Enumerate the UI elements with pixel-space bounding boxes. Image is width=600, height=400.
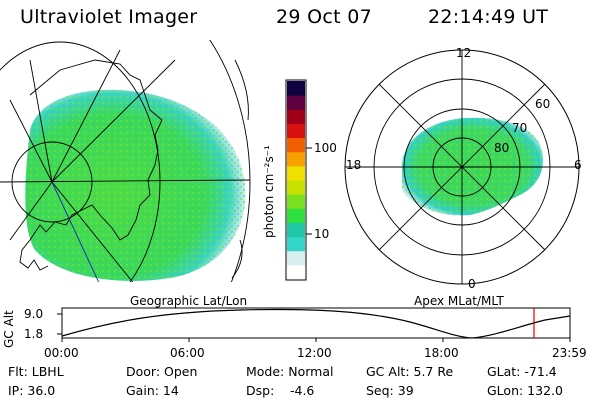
alt-xtick-1: 06:00 (170, 346, 205, 360)
colorbar-tick-10: 10 (314, 227, 330, 241)
colorbar-cell (287, 180, 305, 195)
colorbar-cell (287, 236, 305, 252)
instrument-title: Ultraviolet Imager (20, 6, 198, 28)
info-door: Door: Open (126, 364, 198, 379)
alt-ytick-1.8: 1.8 (24, 327, 44, 341)
mlat-label-80: 80 (494, 141, 510, 155)
polar-map (344, 49, 580, 285)
mlt-label-6: 6 (574, 158, 582, 172)
alt-ylabel: GC Alt (2, 310, 16, 348)
altitude-curve (61, 308, 571, 339)
colorbar-cell (287, 81, 305, 96)
coastline (19, 59, 163, 271)
colorbar-cell (287, 123, 305, 139)
colorbar-cell (287, 95, 305, 110)
colorbar-cell (287, 250, 305, 266)
mlt-label-12: 12 (456, 46, 472, 60)
colorbar-cell (287, 208, 305, 223)
time-label: 22:14:49 UT (428, 6, 549, 28)
alt-xtick-0: 00:00 (44, 346, 79, 360)
alt-xtick-2: 12:00 (297, 346, 332, 360)
info-glon: GLon: 132.0 (487, 383, 563, 398)
geo-panel-label: Geographic Lat/Lon (130, 294, 248, 308)
info-seq: Seq: 39 (366, 383, 414, 398)
colorbar-cell (287, 109, 305, 124)
info-gain: Gain: 14 (126, 383, 179, 398)
colorbar-cell (287, 194, 305, 209)
info-glat: GLat: -71.4 (487, 364, 557, 379)
polar-panel-label: Apex MLat/MLT (414, 294, 504, 308)
colorbar-cell (287, 264, 305, 280)
colorbar-tick-100: 100 (314, 141, 337, 155)
alt-xtick-4: 23:59 (552, 346, 587, 360)
info-ip: IP: 36.0 (8, 383, 56, 398)
colorbar-cell (287, 137, 305, 153)
colorbar-cell (287, 151, 305, 167)
colorbar-cell (287, 222, 305, 238)
altitude-plot (57, 307, 571, 342)
info-dsp-value: -4.6 (290, 383, 315, 398)
mlat-label-60: 60 (535, 97, 551, 111)
info-flt: Flt: LBHL (8, 364, 64, 379)
info-dsp-label: Dsp: (246, 383, 275, 398)
colorbar-cell (287, 165, 305, 181)
alt-ytick-9: 9.0 (24, 307, 44, 321)
colorbar-label: photon cm⁻²s⁻¹ (262, 145, 276, 238)
mlat-label-70: 70 (512, 121, 528, 135)
info-mode: Mode: Normal (246, 364, 334, 379)
alt-xtick-3: 18:00 (424, 346, 459, 360)
mlt-label-18: 18 (346, 158, 362, 172)
mlt-label-0: 0 (468, 277, 476, 291)
geographic-map (0, 40, 251, 282)
date-label: 29 Oct 07 (276, 6, 372, 28)
info-gcalt: GC Alt: 5.7 Re (366, 364, 454, 379)
color-bar (285, 79, 312, 281)
